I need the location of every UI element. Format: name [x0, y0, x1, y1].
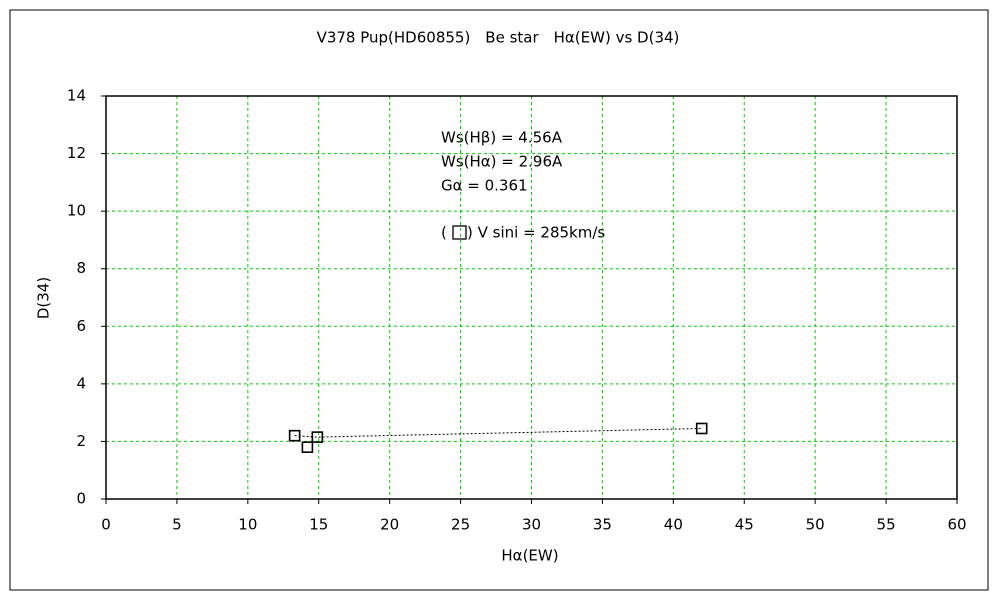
y-tick-label: 0 [76, 490, 86, 508]
plot-frame [105, 95, 958, 500]
x-tick-label: 50 [806, 516, 825, 534]
y-tick-label: 10 [67, 202, 86, 220]
annotation: Ws(Hβ) = 4.56A [441, 129, 563, 147]
x-tick-label: 55 [877, 516, 896, 534]
y-tick-label: 6 [76, 317, 86, 335]
x-tick-label: 60 [947, 516, 966, 534]
x-tick-label: 30 [522, 516, 541, 534]
x-tick-label: 40 [664, 516, 683, 534]
y-tick-label: 12 [67, 144, 86, 162]
x-axis-label: Hα(EW) [501, 547, 558, 565]
x-tick-label: 25 [451, 516, 470, 534]
x-tick-label: 0 [101, 516, 111, 534]
x-tick-label: 10 [238, 516, 257, 534]
annotation: ( [441, 224, 447, 242]
y-tick-label: 4 [76, 374, 86, 392]
annotation: Ws(Hα) = 2.96A [441, 153, 563, 171]
y-tick-label: 8 [76, 259, 86, 277]
annotation: ) V sini = 285km/s [467, 224, 605, 242]
x-tick-label: 15 [309, 516, 328, 534]
legend-symbol [452, 225, 467, 240]
x-tick-label: 45 [735, 516, 754, 534]
x-tick-label: 35 [593, 516, 612, 534]
data-point [301, 441, 314, 453]
x-tick-label: 5 [172, 516, 182, 534]
annotation: Gα = 0.361 [441, 177, 528, 195]
y-tick-label: 14 [67, 87, 86, 105]
y-axis-label: D(34) [35, 277, 53, 319]
chart-border [9, 9, 989, 591]
data-point [695, 422, 708, 435]
chart-title: V378 Pup(HD60855) Be star Hα(EW) vs D(34… [317, 29, 680, 47]
x-tick-label: 20 [380, 516, 399, 534]
y-tick-label: 2 [76, 432, 86, 450]
